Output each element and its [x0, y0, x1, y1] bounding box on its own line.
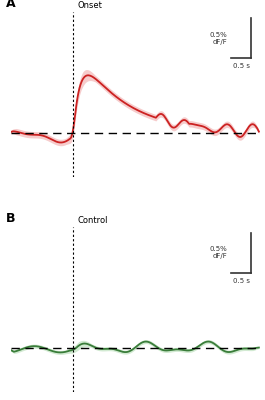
Text: B: B	[6, 212, 15, 225]
Text: 0.5%
dF/F: 0.5% dF/F	[210, 246, 227, 259]
Text: Shock
Onset: Shock Onset	[78, 0, 103, 10]
Text: A: A	[6, 0, 15, 10]
Text: 0.5 s: 0.5 s	[232, 63, 250, 69]
Text: 0.5 s: 0.5 s	[232, 278, 250, 284]
Text: Control: Control	[78, 216, 108, 225]
Text: 0.5%
dF/F: 0.5% dF/F	[210, 32, 227, 45]
